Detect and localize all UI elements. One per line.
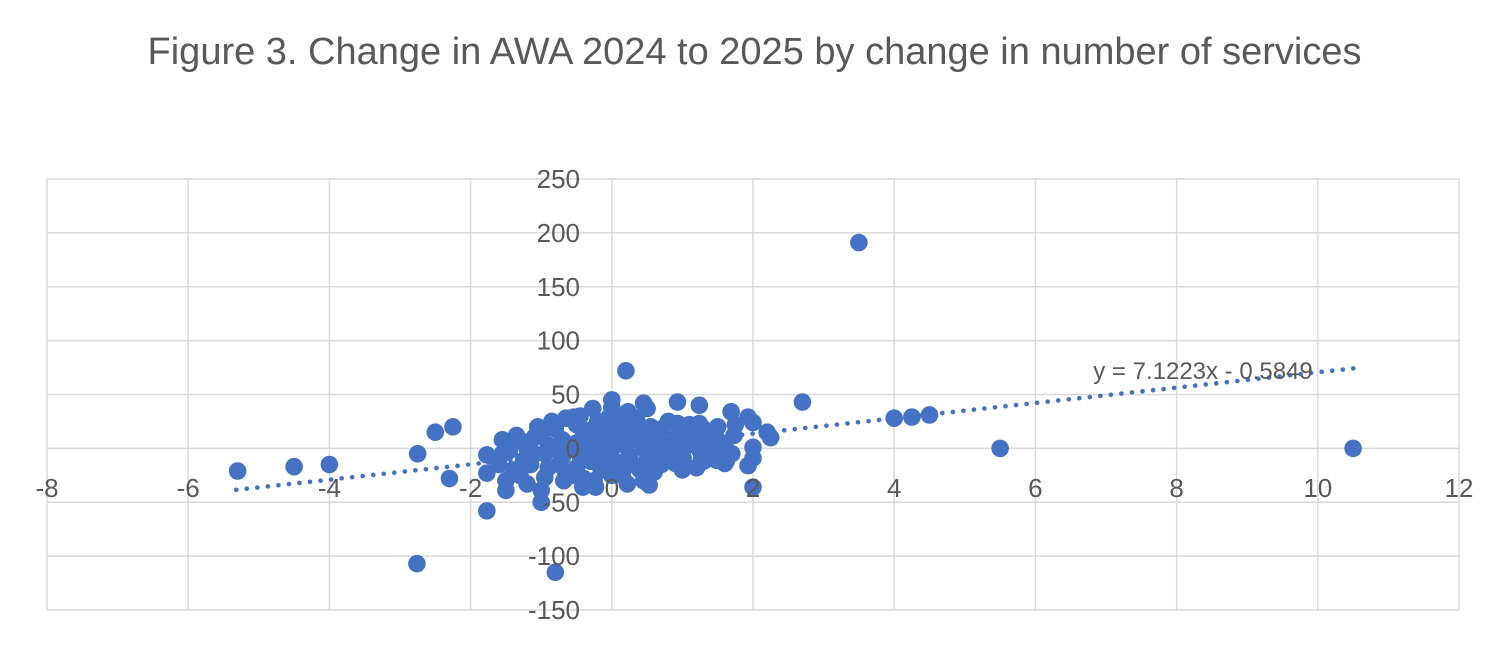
scatter-point — [571, 407, 589, 425]
scatter-point — [535, 468, 554, 487]
y-axis-tick-label: 0 — [566, 433, 580, 463]
scatter-point — [673, 461, 692, 479]
x-axis-tick-label: -8 — [35, 473, 58, 503]
scatter-point — [320, 455, 339, 474]
x-axis-tick-label: 10 — [1303, 473, 1332, 503]
scatter-point — [500, 441, 519, 460]
scatter-point — [532, 493, 550, 512]
scatter-point — [478, 446, 496, 464]
scatter-point — [694, 420, 713, 438]
scatter-point — [613, 466, 632, 485]
scatter-point — [885, 409, 903, 428]
x-axis-tick-label: 6 — [1028, 473, 1042, 503]
x-axis-tick-label: 8 — [1169, 473, 1183, 503]
scatter-point — [440, 469, 459, 488]
y-axis-tick-label: -50 — [542, 487, 580, 517]
scatter-point — [739, 456, 757, 475]
scatter-point — [444, 418, 462, 436]
scatter-point — [715, 454, 734, 473]
chart-title: Figure 3. Change in AWA 2024 to 2025 by … — [147, 31, 1362, 73]
scatter-point — [228, 462, 247, 480]
x-axis-tick-label: -6 — [177, 473, 200, 503]
scatter-point — [1344, 439, 1362, 458]
y-axis-tick-label: 200 — [537, 218, 580, 248]
scatter-point — [627, 409, 646, 428]
scatter-point — [581, 430, 600, 449]
scatter-point — [408, 444, 427, 463]
scatter-points — [228, 233, 1362, 582]
scatter-point — [668, 393, 687, 411]
scatter-point — [903, 408, 921, 426]
y-axis-tick-label: 150 — [537, 272, 580, 302]
scatter-point — [920, 406, 939, 424]
scatter-point — [426, 423, 445, 442]
scatter-point — [991, 439, 1009, 458]
scatter-point — [659, 412, 678, 431]
scatter-point — [518, 475, 536, 493]
scatter-point — [850, 233, 868, 252]
scatter-point — [490, 455, 508, 474]
scatter-point — [478, 502, 496, 520]
y-axis-tick-label: -100 — [528, 541, 580, 571]
scatter-point — [631, 461, 649, 479]
scatter-point — [617, 361, 635, 380]
scatter-point — [507, 426, 526, 445]
scatter-point — [744, 478, 762, 496]
axis-tick-labels: 250 200 150 100 50 0 -50 -100 -150 -8 -6 -4 -2 0 2 4 6 8 1… — [35, 164, 1473, 625]
scatter-point — [690, 396, 709, 415]
scatter-point — [793, 393, 812, 411]
scatter-point — [599, 409, 618, 428]
gridlines — [46, 178, 1460, 611]
y-axis-tick-label: 250 — [537, 164, 580, 194]
scatter-point — [744, 413, 762, 432]
scatter-point — [497, 481, 515, 500]
x-axis-tick-label: 2 — [746, 473, 760, 503]
scatter-point — [761, 428, 780, 447]
y-axis-tick-label: 100 — [537, 326, 580, 356]
scatter-point — [408, 554, 426, 573]
scatter-point — [603, 439, 621, 458]
trendline-equation: y = 7.1223x - 0.5849 — [1093, 358, 1313, 385]
trendline — [233, 365, 1359, 493]
x-axis-tick-label: -2 — [459, 473, 482, 503]
x-axis-tick-label: -4 — [318, 473, 341, 503]
scatter-point — [708, 418, 727, 436]
scatter-point — [726, 415, 745, 434]
scatter-point — [687, 458, 706, 477]
trendline-layer — [233, 365, 1359, 493]
scatter-point — [285, 457, 303, 476]
y-axis-tick-label: -150 — [528, 595, 580, 625]
scatter-point — [645, 463, 663, 481]
x-axis-tick-label: 4 — [887, 473, 901, 503]
x-axis-tick-label: 0 — [605, 473, 619, 503]
x-axis-tick-label: 12 — [1445, 473, 1474, 503]
scatter-point — [585, 471, 603, 490]
scatter-point — [546, 563, 565, 582]
y-axis-tick-label: 50 — [551, 380, 580, 410]
